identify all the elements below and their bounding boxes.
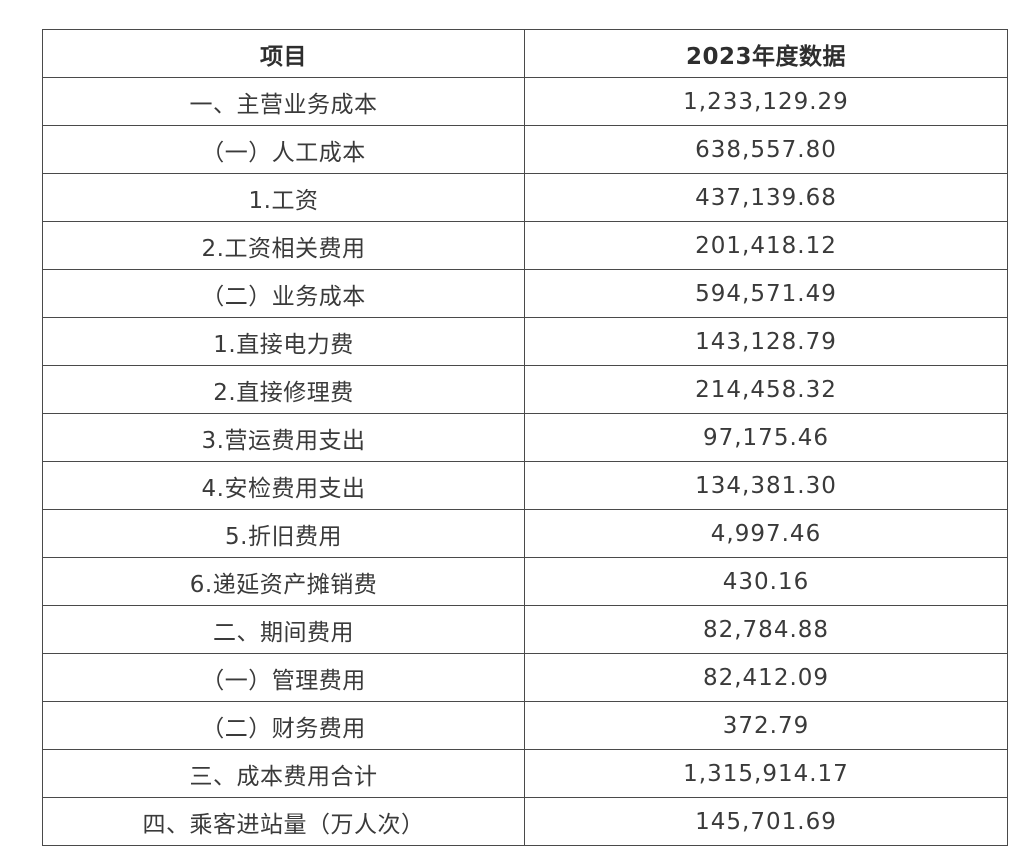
header-item: 项目	[42, 29, 525, 78]
row-item-label: 6.递延资产摊销费	[42, 557, 525, 606]
row-value: 4,997.46	[524, 509, 1008, 558]
row-value: 145,701.69	[524, 797, 1008, 846]
row-item-label: 二、期间费用	[42, 605, 525, 654]
table-row: 5.折旧费用 4,997.46	[42, 509, 1008, 558]
table-row: （二）财务费用 372.79	[42, 701, 1008, 750]
row-item-label: 2.工资相关费用	[42, 221, 525, 270]
row-value: 1,315,914.17	[524, 749, 1008, 798]
table-row: 3.营运费用支出 97,175.46	[42, 413, 1008, 462]
row-item-label: 一、主营业务成本	[42, 77, 525, 126]
row-value: 82,412.09	[524, 653, 1008, 702]
table-row: 6.递延资产摊销费 430.16	[42, 557, 1008, 606]
table-row: （一）管理费用 82,412.09	[42, 653, 1008, 702]
row-item-label: 四、乘客进站量（万人次）	[42, 797, 525, 846]
row-item-label: 1.直接电力费	[42, 317, 525, 366]
table-header-row: 项目 2023年度数据	[42, 29, 1008, 78]
row-value: 134,381.30	[524, 461, 1008, 510]
table-row: 四、乘客进站量（万人次） 145,701.69	[42, 797, 1008, 846]
row-item-label: 5.折旧费用	[42, 509, 525, 558]
row-value: 1,233,129.29	[524, 77, 1008, 126]
row-item-label: （一）人工成本	[42, 125, 525, 174]
row-value: 372.79	[524, 701, 1008, 750]
row-value: 214,458.32	[524, 365, 1008, 414]
row-item-label: 4.安检费用支出	[42, 461, 525, 510]
table-row: 2.工资相关费用 201,418.12	[42, 221, 1008, 270]
table-row: （二）业务成本 594,571.49	[42, 269, 1008, 318]
row-item-label: （二）业务成本	[42, 269, 525, 318]
header-year-data: 2023年度数据	[524, 29, 1008, 78]
row-item-label: 三、成本费用合计	[42, 749, 525, 798]
row-item-label: 3.营运费用支出	[42, 413, 525, 462]
table-row: 1.工资 437,139.68	[42, 173, 1008, 222]
row-value: 201,418.12	[524, 221, 1008, 270]
cost-data-table: 项目 2023年度数据 一、主营业务成本 1,233,129.29 （一）人工成…	[42, 29, 1008, 846]
table-row: （一）人工成本 638,557.80	[42, 125, 1008, 174]
table-row: 4.安检费用支出 134,381.30	[42, 461, 1008, 510]
row-value: 594,571.49	[524, 269, 1008, 318]
table-row: 1.直接电力费 143,128.79	[42, 317, 1008, 366]
row-item-label: （二）财务费用	[42, 701, 525, 750]
row-item-label: （一）管理费用	[42, 653, 525, 702]
row-item-label: 2.直接修理费	[42, 365, 525, 414]
table-row: 2.直接修理费 214,458.32	[42, 365, 1008, 414]
row-value: 143,128.79	[524, 317, 1008, 366]
row-item-label: 1.工资	[42, 173, 525, 222]
table-row: 一、主营业务成本 1,233,129.29	[42, 77, 1008, 126]
row-value: 437,139.68	[524, 173, 1008, 222]
row-value: 638,557.80	[524, 125, 1008, 174]
row-value: 97,175.46	[524, 413, 1008, 462]
row-value: 430.16	[524, 557, 1008, 606]
table-row: 二、期间费用 82,784.88	[42, 605, 1008, 654]
row-value: 82,784.88	[524, 605, 1008, 654]
table-row: 三、成本费用合计 1,315,914.17	[42, 749, 1008, 798]
